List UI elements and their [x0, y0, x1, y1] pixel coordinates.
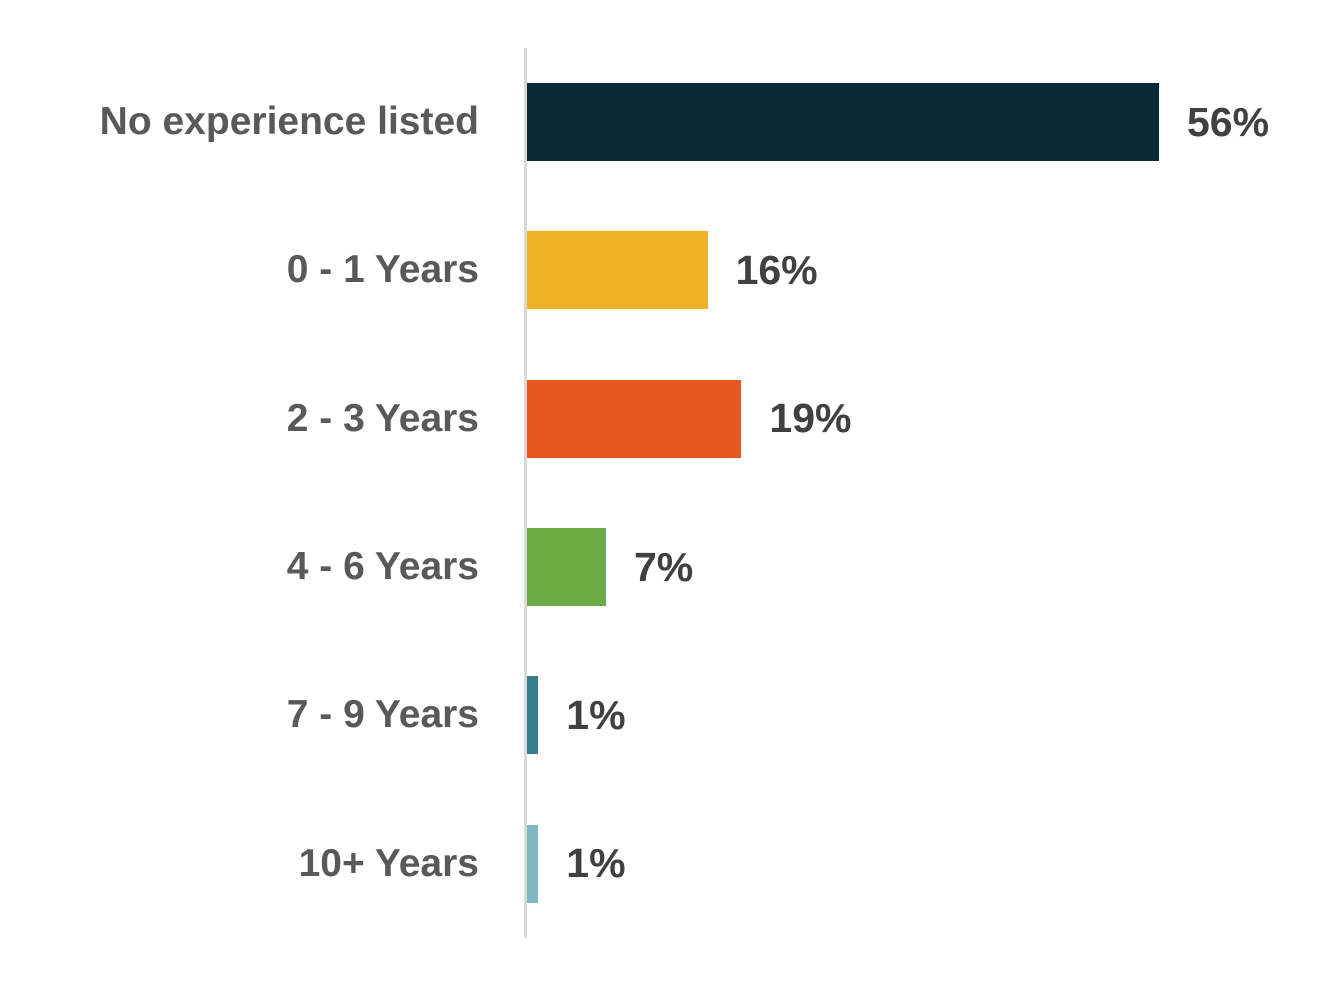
value-label: 1%	[566, 691, 626, 738]
value-label: 16%	[735, 246, 818, 293]
plot-area: 1%	[524, 789, 1335, 938]
plot-area: 7%	[524, 492, 1335, 642]
bar-segment	[527, 824, 539, 903]
bar-segment	[527, 83, 1159, 162]
chart-row: 10+ Years 1%	[0, 789, 1335, 938]
chart-row: 0 - 1 Years 16%	[0, 196, 1335, 345]
category-label: 7 - 9 Years	[286, 693, 479, 737]
chart-row: 2 - 3 Years 19%	[0, 344, 1335, 493]
category-label: 0 - 1 Years	[286, 248, 479, 292]
value-label: 19%	[769, 395, 852, 442]
value-label: 1%	[566, 840, 626, 887]
plot-area: 16%	[524, 196, 1335, 345]
chart-row: 4 - 6 Years 7%	[0, 492, 1335, 642]
bar-segment	[527, 231, 708, 310]
bar-segment	[527, 379, 742, 458]
category-label: 10+ Years	[298, 841, 479, 885]
chart-row: 7 - 9 Years 1%	[0, 641, 1335, 790]
plot-area: 1%	[524, 641, 1335, 790]
bar-segment	[527, 676, 539, 755]
chart-row: No experience listed 56%	[0, 48, 1335, 197]
plot-area: 19%	[524, 344, 1335, 493]
category-label: No experience listed	[99, 100, 479, 144]
plot-area: 56%	[524, 48, 1335, 197]
value-label: 56%	[1187, 98, 1270, 145]
experience-bar-chart: No experience listed 56% 0 - 1 Years 16% 2 -…	[0, 48, 1335, 938]
bar-segment	[527, 528, 606, 607]
value-label: 7%	[634, 543, 694, 590]
category-label: 2 - 3 Years	[286, 396, 479, 440]
category-label: 4 - 6 Years	[286, 545, 479, 589]
